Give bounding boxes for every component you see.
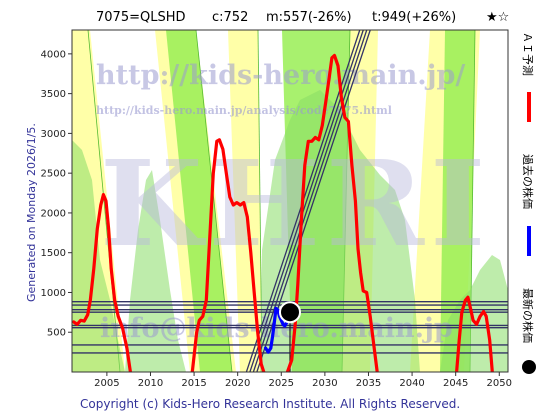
legend-ai-label: ＡＩ予測 — [521, 32, 535, 76]
band-edge-1 — [195, 30, 233, 372]
cycle-band-8 — [440, 30, 475, 372]
x-tick-label-2015: 2015 — [181, 378, 206, 389]
legend-latest-label: 最新の株価 — [521, 288, 535, 343]
current-price: c:752 — [212, 10, 248, 25]
terrain-shape-1 — [125, 170, 186, 372]
band-edge-0 — [87, 30, 121, 372]
x-tick-label-2040: 2040 — [399, 378, 424, 389]
x-tick-label-2005: 2005 — [94, 378, 119, 389]
y-tick-label-1500: 1500 — [41, 248, 66, 259]
legend-latest-swatch — [522, 360, 536, 374]
watermark: KHRI http://kids-hero.main.jp/ http://ki… — [96, 60, 491, 344]
watermark-url: http://kids-hero.main.jp/ — [96, 60, 465, 91]
plot-frame — [71, 29, 509, 373]
x-tick-label-2010: 2010 — [138, 378, 163, 389]
y-tick-label-500: 500 — [47, 328, 66, 339]
copyright-footer: Copyright (c) Kids-Hero Research Institu… — [80, 397, 460, 411]
series-1-segment-0 — [264, 306, 292, 354]
latest-price-marker — [279, 301, 301, 324]
y-axis-ticks: 500 1000 1500 2000 2500 3000 3500 4000 — [41, 49, 72, 339]
trend-line-1 — [249, 30, 364, 372]
min-price: m:557(-26%) — [266, 10, 352, 25]
watermark-logo: KHRI — [100, 134, 491, 273]
y-tick-label-3500: 3500 — [41, 89, 66, 100]
x-tick-label-2045: 2045 — [443, 378, 468, 389]
cycle-band-3 — [166, 30, 232, 372]
watermark-page-url: http://kids-hero.main.jp/analysis/code70… — [96, 104, 392, 117]
x-axis-ticks: 2005 2010 2015 2020 2025 2030 2035 2040 2045 2050 — [94, 372, 512, 389]
rating-stars: ★☆ — [486, 10, 509, 25]
stock-code: 7075=QLSHD — [96, 10, 186, 25]
price-series — [72, 53, 494, 372]
series-0-segment-2 — [285, 53, 379, 372]
legend: ＡＩ予測 過去の株価 最新の株価 — [521, 32, 536, 374]
y-tick-label-2000: 2000 — [41, 208, 66, 219]
y-tick-label-2500: 2500 — [41, 169, 66, 180]
x-tick-label-2050: 2050 — [487, 378, 512, 389]
terrain-shape-0 — [72, 140, 125, 372]
y-tick-label-1000: 1000 — [41, 288, 66, 299]
trend-line-2 — [252, 30, 368, 372]
x-tick-label-2035: 2035 — [356, 378, 381, 389]
series-0-segment-0 — [72, 193, 132, 372]
generated-date: Generated on Monday 2026/1/5. — [25, 123, 38, 302]
legend-past-label: 過去の株価 — [521, 154, 535, 209]
y-tick-label-4000: 4000 — [41, 49, 66, 60]
y-tick-label-3000: 3000 — [41, 129, 66, 140]
x-tick-label-2025: 2025 — [269, 378, 294, 389]
series-0-segment-3 — [455, 295, 494, 372]
target-price: t:949(+26%) — [372, 10, 456, 25]
cycle-bands — [72, 30, 480, 372]
latest-marker-group — [279, 301, 301, 324]
series-0-segment-1 — [190, 138, 266, 372]
x-tick-label-2030: 2030 — [312, 378, 337, 389]
x-tick-label-2020: 2020 — [225, 378, 250, 389]
